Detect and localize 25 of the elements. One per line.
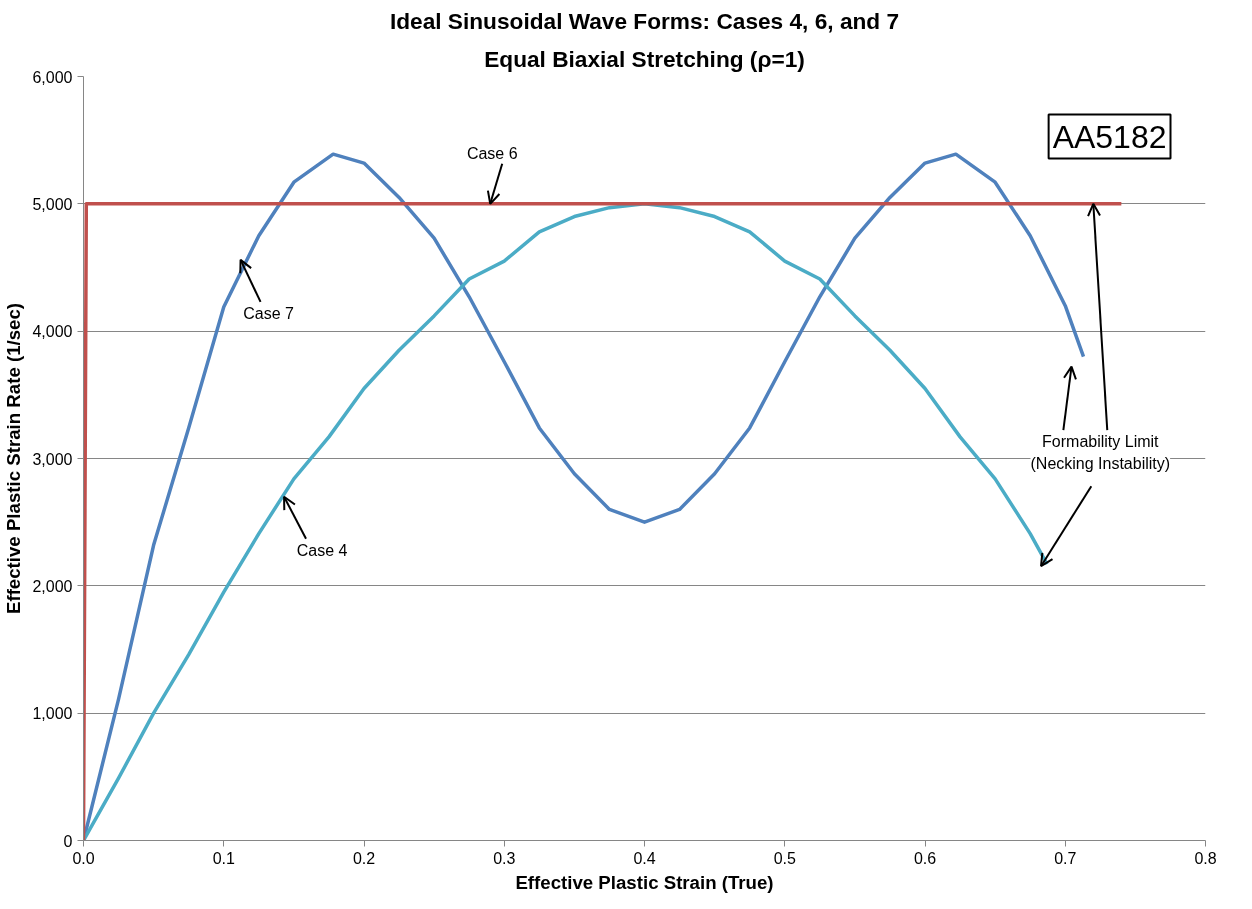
annotation: Case 7 bbox=[243, 304, 295, 322]
annotation: Case 4 bbox=[296, 541, 348, 559]
x-tick-label: 0.1 bbox=[212, 849, 235, 867]
annotation: Formability Limit (Necking Instability) bbox=[1030, 432, 1171, 472]
x-tick-label: 0.5 bbox=[773, 849, 796, 867]
x-tick-label: 0.6 bbox=[913, 849, 937, 867]
x-tick-label: 0.3 bbox=[493, 849, 516, 867]
x-tick-label: 0.0 bbox=[72, 849, 95, 867]
y-tick-label: 6,000 bbox=[32, 68, 73, 86]
y-tick-label: 2,000 bbox=[32, 577, 73, 595]
y-tick-label: 3,000 bbox=[32, 450, 73, 468]
y-tick-label: 1,000 bbox=[32, 705, 73, 723]
x-axis-title: Effective Plastic Strain (True) bbox=[515, 871, 774, 893]
x-tick-label: 0.7 bbox=[1054, 849, 1077, 867]
x-tick-label: 0.2 bbox=[352, 849, 376, 867]
chart-title: Ideal Sinusoidal Wave Forms: Cases 4, 6, and 7 bbox=[389, 7, 900, 34]
x-tick-label: 0.8 bbox=[1194, 849, 1217, 867]
annotation: AA5182 bbox=[1052, 118, 1167, 155]
y-tick-label: 4,000 bbox=[32, 323, 73, 341]
y-axis-title: Effective Plastic Strain Rate (1/sec) bbox=[3, 302, 25, 615]
annotation: Case 6 bbox=[466, 144, 518, 162]
y-tick-label: 0 bbox=[63, 832, 73, 850]
chart-subtitle: Equal Biaxial Stretching (ρ=1) bbox=[484, 45, 805, 72]
y-tick-label: 5,000 bbox=[32, 195, 73, 213]
x-tick-label: 0.4 bbox=[633, 849, 656, 867]
